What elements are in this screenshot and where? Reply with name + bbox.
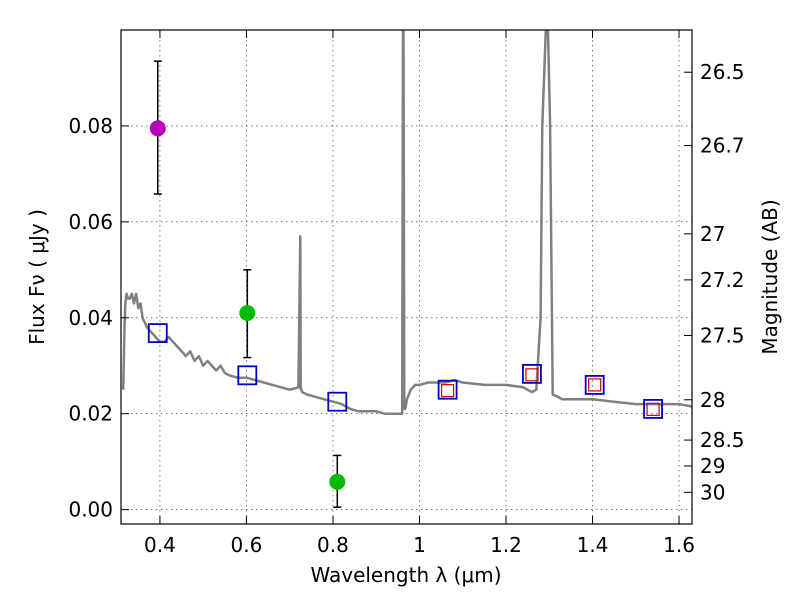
x-tick-label: 1	[413, 533, 426, 557]
model-photometry-marker	[643, 398, 663, 419]
observed-nir-marker	[588, 378, 602, 392]
y-tick-label: 0.08	[68, 114, 113, 138]
grid-layer	[121, 30, 692, 524]
model-photometry-marker	[584, 375, 605, 395]
mag-tick-label: 27	[700, 222, 725, 246]
model-photometry-marker	[522, 363, 542, 384]
x-tick-label: 0.6	[231, 533, 263, 557]
x-tick-label: 0.8	[317, 533, 349, 557]
mag-tick-label: 28	[700, 388, 725, 412]
mag-tick-label: 27.2	[700, 268, 745, 292]
detection-point	[329, 473, 346, 490]
y-right-axis-title: Magnitude (AB)	[758, 199, 782, 354]
mag-tick-label: 26.5	[700, 60, 745, 84]
y-axis-title: Flux Fν ( μJy )	[25, 209, 49, 345]
ticks-layer: 0.4 0.6 0.8 1 1.2 1.4 1.6 0.00 0.02 0.04 0.06 0.08 2…	[68, 30, 745, 557]
y-tick-label: 0.06	[68, 210, 113, 234]
observed-nir-marker	[525, 368, 539, 382]
points-layer	[147, 60, 663, 508]
detection-point	[149, 120, 166, 137]
mag-tick-label: 26.7	[700, 134, 745, 158]
x-tick-label: 1.2	[490, 533, 522, 557]
mag-tick-label: 27.5	[700, 324, 745, 348]
x-tick-label: 1.6	[663, 533, 695, 557]
y-tick-label: 0.00	[68, 498, 113, 522]
detection-point	[239, 304, 256, 321]
x-tick-label: 0.4	[144, 533, 176, 557]
x-tick-label: 1.4	[577, 533, 609, 557]
y-tick-label: 0.04	[68, 306, 113, 330]
model-photometry-marker	[437, 379, 458, 400]
plot-frame	[120, 29, 693, 525]
sed-model-line	[121, 30, 692, 415]
y-tick-label: 0.02	[68, 402, 113, 426]
observed-nir-marker	[646, 402, 660, 416]
mag-tick-label: 28.5	[700, 428, 745, 452]
mag-tick-label: 29	[700, 454, 725, 478]
x-axis-title: Wavelength λ (μm)	[310, 563, 501, 587]
model-photometry-marker	[237, 365, 258, 386]
model-photometry-marker	[147, 323, 168, 344]
model-photometry-marker	[327, 391, 348, 412]
observed-nir-marker	[440, 384, 455, 398]
sed-model-layer	[121, 30, 692, 415]
mag-tick-label: 30	[700, 480, 725, 504]
